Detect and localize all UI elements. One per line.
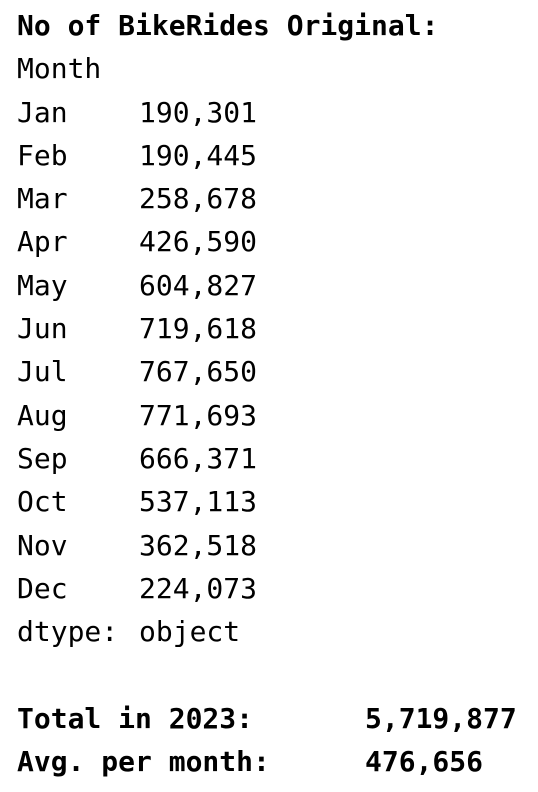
row-month: Apr xyxy=(17,225,68,259)
series-row: Jun 719,618 xyxy=(17,307,532,350)
row-month: Oct xyxy=(17,485,68,519)
cell-output: No of BikeRides Original: Month Jan 190,3… xyxy=(17,4,532,783)
row-value: 224,073 xyxy=(139,571,258,605)
row-month: Feb xyxy=(17,138,68,172)
row-month: Nov xyxy=(17,528,68,562)
series-row: Mar 258,678 xyxy=(17,177,532,220)
blank-line xyxy=(17,653,532,696)
average-line: Avg. per month: 476,656 xyxy=(17,740,532,783)
row-value: 190,301 xyxy=(139,95,258,129)
series-row: Oct 537,113 xyxy=(17,480,532,523)
row-month: Dec xyxy=(17,571,68,605)
output-title: No of BikeRides Original: xyxy=(17,9,439,42)
row-month: May xyxy=(17,268,68,302)
series-rows: Jan 190,301 Feb 190,445 Mar 258,678 Apr 426,590… xyxy=(17,91,532,611)
row-value: 719,618 xyxy=(139,312,258,346)
row-value: 767,650 xyxy=(139,355,258,389)
row-month: Jul xyxy=(17,355,68,389)
row-value: 666,371 xyxy=(139,441,258,475)
series-row: Feb 190,445 xyxy=(17,134,532,177)
dtype-line: dtype: object xyxy=(17,610,532,653)
row-value: 771,693 xyxy=(139,398,258,432)
series-row: Dec 224,073 xyxy=(17,567,532,610)
series-row: May 604,827 xyxy=(17,264,532,307)
average-label: Avg. per month: xyxy=(17,745,270,779)
total-line: Total in 2023: 5,719,877 xyxy=(17,697,532,740)
row-value: 190,445 xyxy=(139,138,258,172)
row-month: Mar xyxy=(17,182,68,216)
average-value: 476,656 xyxy=(365,745,484,779)
index-name: Month xyxy=(17,52,102,86)
row-month: Sep xyxy=(17,441,68,475)
series-row: Nov 362,518 xyxy=(17,524,532,567)
row-month: Jun xyxy=(17,312,68,346)
series-row: Aug 771,693 xyxy=(17,394,532,437)
row-value: 258,678 xyxy=(139,182,258,216)
dtype-value: object xyxy=(139,615,241,649)
total-value: 5,719,877 xyxy=(365,701,517,735)
row-value: 362,518 xyxy=(139,528,258,562)
dtype-label: dtype: xyxy=(17,615,119,649)
series-row: Sep 666,371 xyxy=(17,437,532,480)
series-row: Jul 767,650 xyxy=(17,350,532,393)
row-month: Jan xyxy=(17,95,68,129)
row-value: 537,113 xyxy=(139,485,258,519)
total-label: Total in 2023: xyxy=(17,701,254,735)
series-row: Jan 190,301 xyxy=(17,91,532,134)
row-value: 604,827 xyxy=(139,268,258,302)
series-row: Apr 426,590 xyxy=(17,220,532,263)
row-month: Aug xyxy=(17,398,68,432)
row-value: 426,590 xyxy=(139,225,258,259)
